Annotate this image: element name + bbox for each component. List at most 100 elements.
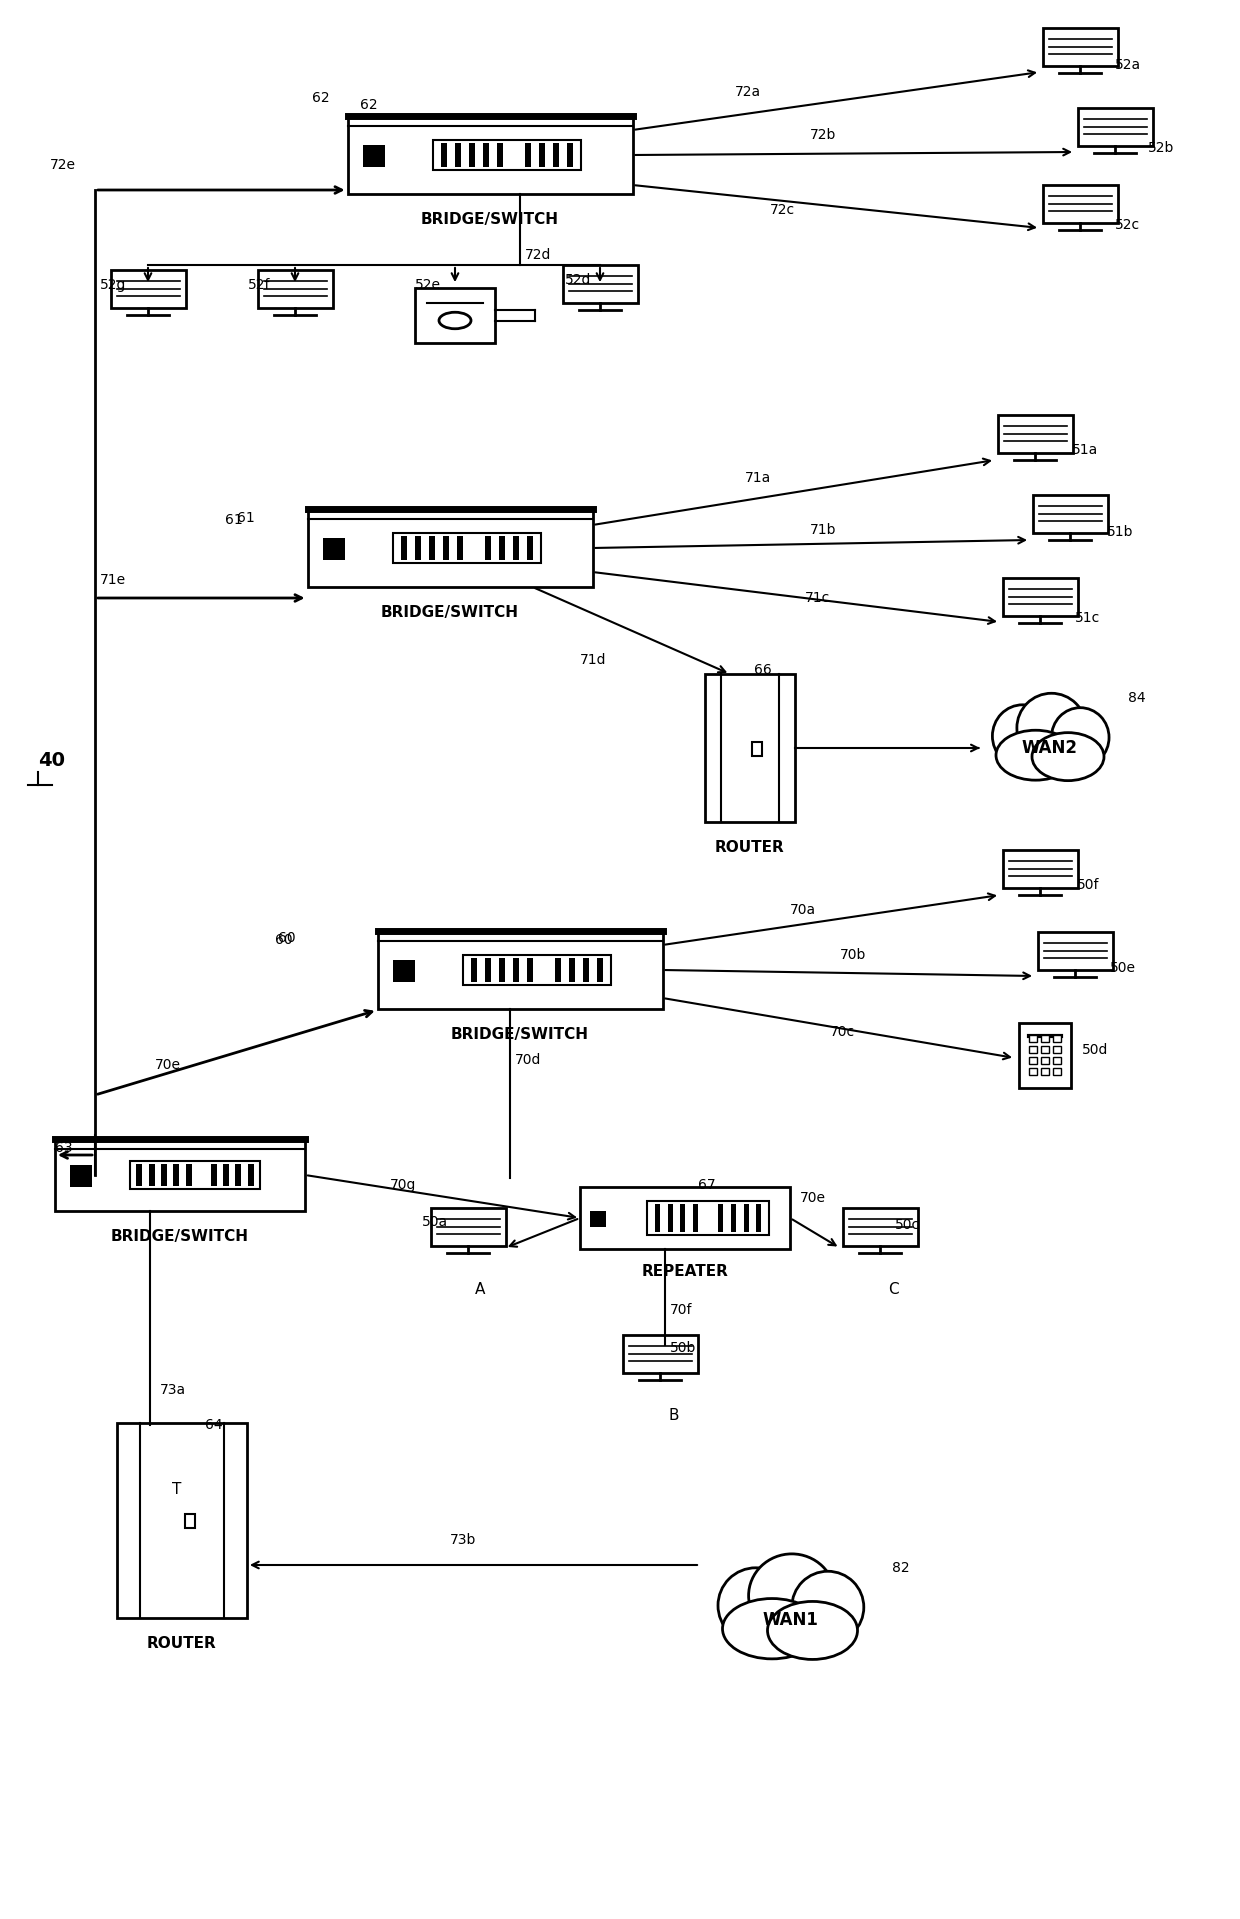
Bar: [185, 1514, 195, 1528]
Text: 70a: 70a: [790, 904, 816, 917]
Bar: [1053, 1069, 1061, 1075]
Text: 73b: 73b: [450, 1533, 476, 1547]
Bar: [433, 140, 582, 169]
Bar: [626, 1339, 693, 1368]
Bar: [598, 958, 603, 983]
Text: T: T: [172, 1483, 181, 1497]
Bar: [130, 1161, 260, 1188]
Ellipse shape: [439, 313, 471, 328]
Text: 72e: 72e: [50, 157, 76, 173]
Bar: [308, 509, 593, 587]
Bar: [842, 1207, 918, 1245]
Bar: [1033, 495, 1107, 533]
Text: 52b: 52b: [1148, 140, 1174, 155]
Bar: [1047, 31, 1114, 61]
Text: WAN1: WAN1: [763, 1610, 818, 1629]
Bar: [583, 958, 589, 983]
Text: 51a: 51a: [1073, 443, 1099, 457]
Text: A: A: [475, 1282, 485, 1297]
Bar: [136, 1165, 143, 1186]
Text: 72c: 72c: [770, 203, 795, 217]
Bar: [1042, 1069, 1049, 1075]
Bar: [485, 535, 491, 560]
Bar: [236, 1165, 242, 1186]
Bar: [1019, 1023, 1071, 1088]
Bar: [751, 743, 761, 756]
Bar: [429, 535, 435, 560]
Bar: [455, 144, 461, 167]
Bar: [223, 1165, 229, 1186]
Text: BRIDGE/SWITCH: BRIDGE/SWITCH: [422, 211, 559, 226]
Bar: [484, 144, 489, 167]
Bar: [553, 144, 559, 167]
Text: 50e: 50e: [1110, 961, 1136, 975]
Bar: [393, 533, 541, 562]
Bar: [527, 535, 533, 560]
Bar: [415, 288, 495, 342]
Text: 50b: 50b: [670, 1341, 697, 1355]
Bar: [1029, 1046, 1037, 1054]
Bar: [69, 1165, 92, 1188]
Bar: [471, 958, 477, 983]
Bar: [1038, 931, 1112, 971]
Text: 52c: 52c: [1115, 219, 1140, 232]
Text: 60: 60: [278, 931, 295, 944]
Text: BRIDGE/SWITCH: BRIDGE/SWITCH: [381, 604, 520, 620]
Bar: [556, 958, 562, 983]
Bar: [322, 537, 345, 560]
Text: 70c: 70c: [830, 1025, 856, 1038]
Bar: [847, 1211, 914, 1242]
Bar: [527, 958, 533, 983]
Bar: [539, 144, 546, 167]
Text: 72b: 72b: [810, 129, 836, 142]
Text: 50a: 50a: [422, 1215, 448, 1228]
Bar: [1007, 854, 1074, 885]
Bar: [567, 269, 634, 299]
Bar: [756, 1203, 761, 1232]
Text: 51c: 51c: [1075, 610, 1100, 626]
Bar: [647, 1201, 769, 1236]
Bar: [693, 1203, 698, 1232]
Text: 70g: 70g: [391, 1178, 417, 1192]
Text: WAN2: WAN2: [1022, 739, 1078, 756]
Bar: [1042, 1034, 1049, 1042]
Bar: [730, 1203, 737, 1232]
Ellipse shape: [1032, 733, 1104, 781]
Bar: [469, 144, 475, 167]
Text: 82: 82: [892, 1560, 910, 1575]
Bar: [1053, 1057, 1061, 1065]
Text: 84: 84: [1128, 691, 1146, 704]
Text: 50d: 50d: [1083, 1044, 1109, 1057]
Bar: [500, 535, 505, 560]
Text: 52f: 52f: [248, 278, 270, 292]
Bar: [497, 144, 503, 167]
Bar: [590, 1211, 606, 1226]
Bar: [401, 535, 407, 560]
Bar: [174, 1165, 180, 1186]
Text: 67: 67: [698, 1178, 715, 1192]
Bar: [258, 269, 332, 309]
Bar: [563, 265, 637, 303]
Text: 63: 63: [55, 1142, 73, 1155]
Text: 51b: 51b: [1107, 526, 1133, 539]
Bar: [1043, 27, 1117, 65]
Bar: [1029, 1069, 1037, 1075]
Ellipse shape: [749, 1554, 835, 1637]
Text: 64: 64: [205, 1418, 223, 1432]
Bar: [567, 144, 573, 167]
Text: ROUTER: ROUTER: [148, 1635, 217, 1650]
Bar: [1043, 184, 1117, 223]
Text: B: B: [668, 1407, 678, 1422]
Text: 70f: 70f: [670, 1303, 692, 1316]
Bar: [458, 535, 463, 560]
Bar: [211, 1165, 217, 1186]
Text: 62: 62: [360, 98, 378, 111]
Ellipse shape: [768, 1602, 858, 1660]
Bar: [1042, 936, 1109, 965]
Bar: [393, 960, 414, 983]
Text: 52g: 52g: [100, 278, 126, 292]
Bar: [362, 146, 384, 167]
Text: ROUTER: ROUTER: [715, 841, 785, 856]
Bar: [441, 144, 446, 167]
Bar: [1053, 1046, 1061, 1054]
